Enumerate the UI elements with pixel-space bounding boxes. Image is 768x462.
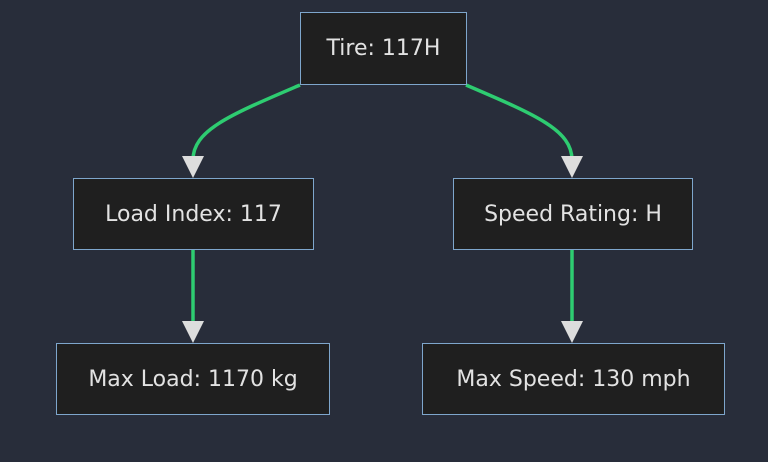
node-tire: Tire: 117H: [300, 12, 467, 85]
arrowhead-icon: [561, 156, 583, 178]
node-label: Max Speed: 130 mph: [456, 366, 691, 392]
edge-tire-load-index: [191, 83, 301, 161]
arrowhead-icon: [182, 156, 204, 178]
arrowhead-icon: [561, 321, 583, 343]
node-speed-rating: Speed Rating: H: [453, 178, 693, 250]
node-max-speed: Max Speed: 130 mph: [422, 343, 725, 415]
node-load-index: Load Index: 117: [73, 178, 314, 250]
edge-tire-speed-rating: [465, 83, 574, 161]
node-label: Max Load: 1170 kg: [88, 366, 298, 392]
node-label: Speed Rating: H: [484, 201, 662, 227]
node-label: Tire: 117H: [326, 36, 441, 61]
node-max-load: Max Load: 1170 kg: [56, 343, 330, 415]
node-label: Load Index: 117: [105, 201, 282, 227]
arrowhead-icon: [182, 321, 204, 343]
